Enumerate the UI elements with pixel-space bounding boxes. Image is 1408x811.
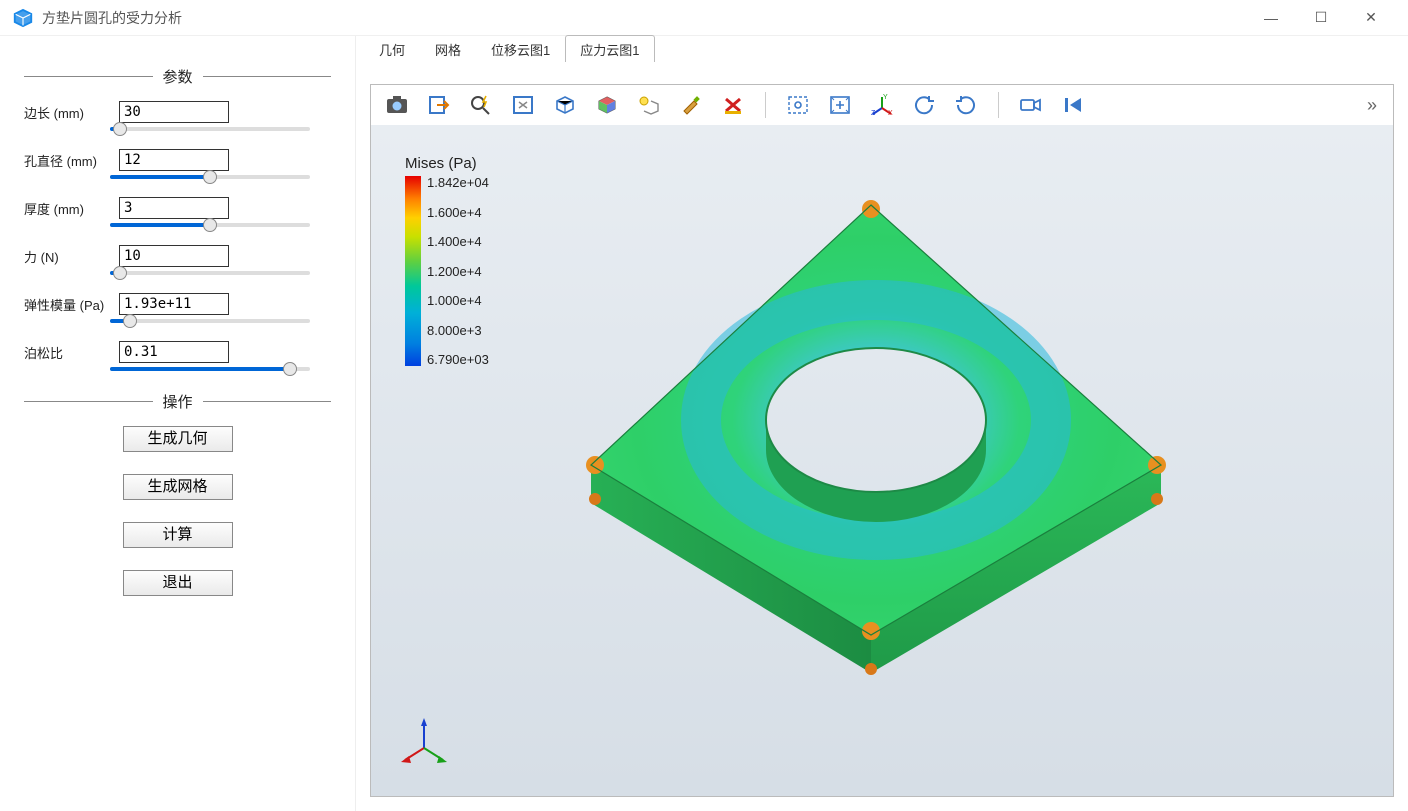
colorbar-ticks: 1.842e+04 1.600e+4 1.400e+4 1.200e+4 1.000e+…	[427, 176, 489, 366]
tab[interactable]: 几何	[364, 35, 420, 62]
colorbar-tick: 8.000e+3	[427, 324, 489, 337]
param-slider[interactable]	[110, 175, 310, 179]
op-button[interactable]: 生成几何	[123, 426, 233, 452]
maximize-button[interactable]: ☐	[1296, 0, 1346, 36]
param-label: 边长 (mm)	[24, 103, 119, 122]
skip-first-icon[interactable]	[1059, 91, 1087, 119]
param-label: 孔直径 (mm)	[24, 151, 119, 170]
video-camera-icon[interactable]	[1017, 91, 1045, 119]
param-row: 厚度 (mm)	[24, 197, 331, 227]
svg-text:Y: Y	[883, 94, 888, 101]
colorbar-gradient	[405, 176, 421, 366]
expand-icon[interactable]	[826, 91, 854, 119]
colorbar-tick: 1.400e+4	[427, 235, 489, 248]
colorbar-tick: 1.200e+4	[427, 265, 489, 278]
colorbar-title: Mises (Pa)	[405, 155, 489, 172]
toolbar-overflow[interactable]: »	[1367, 95, 1381, 116]
rotate-cw-icon[interactable]	[952, 91, 980, 119]
param-input[interactable]	[119, 149, 229, 171]
search-lightning-icon[interactable]	[467, 91, 495, 119]
param-row: 弹性模量 (Pa)	[24, 293, 331, 323]
ops-header-label: 操作	[153, 391, 203, 412]
minimize-button[interactable]: —	[1246, 0, 1296, 36]
param-label: 弹性模量 (Pa)	[24, 295, 119, 314]
export-icon[interactable]	[425, 91, 453, 119]
params-section-header: 参数	[24, 66, 331, 87]
window-title: 方垫片圆孔的受力分析	[42, 8, 182, 28]
window-controls: — ☐ ✕	[1246, 0, 1396, 36]
close-button[interactable]: ✕	[1346, 0, 1396, 36]
param-slider[interactable]	[110, 271, 310, 275]
param-input[interactable]	[119, 245, 229, 267]
param-row: 边长 (mm)	[24, 101, 331, 131]
param-row: 泊松比	[24, 341, 331, 371]
op-button[interactable]: 退出	[123, 570, 233, 596]
tabs: 几何网格位移云图1应力云图1	[356, 36, 1408, 62]
colorbar-tick: 1.600e+4	[427, 206, 489, 219]
toolbar-separator	[998, 92, 999, 118]
param-label: 力 (N)	[24, 247, 119, 266]
result-canvas[interactable]: Mises (Pa) 1.842e+04 1.600e+4 1.400e+4 1.20…	[371, 125, 1393, 796]
view-area: Y X Z » Mises (Pa) 1.842e+04 1.600e+4 1.400e+…	[370, 84, 1394, 797]
param-input[interactable]	[119, 101, 229, 123]
sidebar: 参数 边长 (mm) 孔直径 (mm) 厚度 (mm) 力 (	[0, 36, 355, 811]
colorbar-tick: 6.790e+03	[427, 353, 489, 366]
axes-triad-icon	[399, 716, 449, 766]
titlebar: 方垫片圆孔的受力分析 — ☐ ✕	[0, 0, 1408, 36]
brush-icon[interactable]	[677, 91, 705, 119]
param-input[interactable]	[119, 293, 229, 315]
select-area-icon[interactable]	[784, 91, 812, 119]
tab[interactable]: 网格	[420, 35, 476, 62]
clear-x-icon[interactable]	[719, 91, 747, 119]
param-label: 泊松比	[24, 343, 119, 362]
viewport: 几何网格位移云图1应力云图1 Y X Z » Mises (Pa) 1.842e+04…	[355, 36, 1408, 811]
op-button[interactable]: 生成网格	[123, 474, 233, 500]
param-slider[interactable]	[110, 319, 310, 323]
colorbar: Mises (Pa) 1.842e+04 1.600e+4 1.400e+4 1.20…	[405, 155, 489, 366]
param-input[interactable]	[119, 341, 229, 363]
svg-text:X: X	[888, 110, 893, 116]
param-input[interactable]	[119, 197, 229, 219]
camera-icon[interactable]	[383, 91, 411, 119]
op-button[interactable]: 计算	[123, 522, 233, 548]
multicolor-cube-icon[interactable]	[593, 91, 621, 119]
param-slider[interactable]	[110, 127, 310, 131]
box-view-icon[interactable]	[551, 91, 579, 119]
param-row: 孔直径 (mm)	[24, 149, 331, 179]
stress-contour-model	[521, 175, 1221, 695]
lightbulb-cube-icon[interactable]	[635, 91, 663, 119]
params-header-label: 参数	[153, 66, 203, 87]
toolbar-separator	[765, 92, 766, 118]
param-label: 厚度 (mm)	[24, 199, 119, 218]
param-slider[interactable]	[110, 223, 310, 227]
colorbar-tick: 1.000e+4	[427, 294, 489, 307]
axes-xyz-icon[interactable]: Y X Z	[868, 91, 896, 119]
param-slider[interactable]	[110, 367, 310, 371]
rotate-ccw-icon[interactable]	[910, 91, 938, 119]
ops-section-header: 操作	[24, 391, 331, 412]
fit-view-icon[interactable]	[509, 91, 537, 119]
param-row: 力 (N)	[24, 245, 331, 275]
tab[interactable]: 应力云图1	[565, 35, 654, 62]
colorbar-tick: 1.842e+04	[427, 176, 489, 189]
tab[interactable]: 位移云图1	[476, 35, 565, 62]
svg-text:Z: Z	[871, 110, 876, 116]
viewport-toolbar: Y X Z »	[371, 85, 1393, 125]
app-icon	[12, 7, 34, 29]
